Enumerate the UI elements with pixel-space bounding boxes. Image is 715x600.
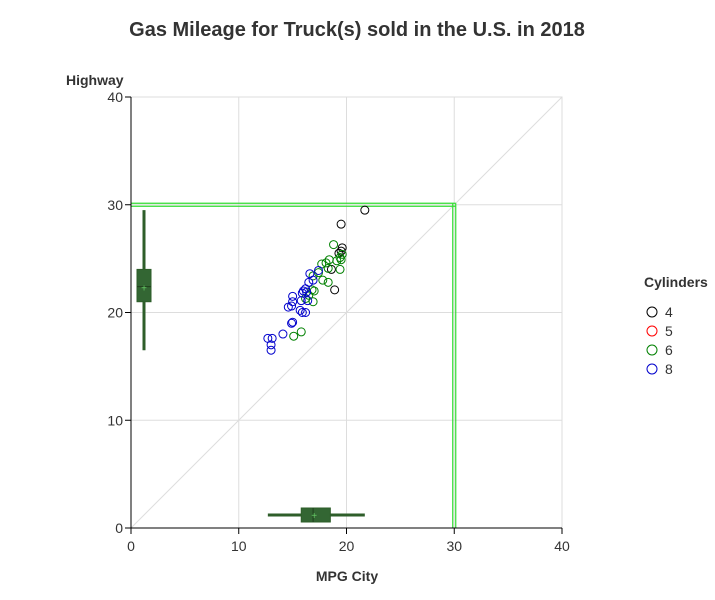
data-point-cyl-6 — [307, 285, 317, 295]
data-point-cyl-8 — [302, 287, 312, 297]
reference-lines — [130, 96, 563, 529]
x-boxplot-box — [300, 507, 331, 523]
legend-title: Cylinders — [644, 274, 708, 290]
legend-label-cyl-4: 4 — [665, 304, 673, 320]
data-point-cyl-8 — [283, 302, 293, 312]
data-point-cyl-6 — [335, 264, 345, 274]
data-point-cyl-4 — [360, 205, 370, 215]
data-point-cyl-6 — [308, 297, 318, 307]
data-point-cyl-6 — [313, 268, 323, 278]
diagonal-reference-line — [130, 96, 563, 529]
data-point-cyl-6 — [323, 263, 333, 273]
x-tick-label: 30 — [446, 538, 462, 554]
data-point-cyl-8 — [266, 345, 276, 355]
data-point-cyl-6 — [329, 240, 339, 250]
data-point-cyl-6 — [336, 255, 346, 265]
data-point-cyl-8 — [287, 318, 297, 328]
data-point-cyl-8 — [288, 291, 298, 301]
data-point-cyl-4 — [336, 219, 346, 229]
y-axis-label: Highway — [66, 72, 124, 88]
data-point-cyl-6 — [323, 277, 333, 287]
x-tick-label: 0 — [127, 538, 135, 554]
data-point-cyl-8 — [288, 317, 298, 327]
legend-marker-cyl-8 — [646, 363, 658, 375]
data-point-cyl-8 — [313, 265, 323, 275]
y-tick-label: 10 — [107, 412, 123, 428]
data-point-cyl-8 — [301, 308, 311, 317]
data-point-cyl-4 — [330, 285, 340, 295]
legend-marker-cyl-4 — [646, 306, 658, 318]
data-point-cyl-8 — [278, 329, 288, 339]
data-point-cyl-6 — [321, 258, 331, 268]
x-tick-label: 20 — [339, 538, 355, 554]
data-point-cyl-6 — [324, 255, 334, 265]
data-point-cyl-8 — [288, 297, 298, 307]
y-boxplot-box — [136, 268, 152, 303]
chart-title: Gas Mileage for Truck(s) sold in the U.S… — [129, 19, 585, 41]
x-boxplot-mean-marker: + — [311, 511, 317, 522]
legend-marker-cyl-6 — [646, 344, 658, 356]
y-tick-label: 40 — [107, 89, 123, 105]
data-point-cyl-8 — [305, 269, 315, 279]
data-point-cyl-8 — [295, 305, 305, 315]
data-points — [263, 205, 370, 355]
data-point-cyl-6 — [335, 253, 345, 263]
marginal-boxplots: ++ — [136, 210, 365, 523]
legend-label-cyl-8: 8 — [665, 361, 673, 377]
data-point-cyl-8 — [296, 296, 306, 306]
data-point-cyl-8 — [266, 340, 276, 350]
legend: Cylinders 4 5 6 8 — [644, 274, 708, 377]
axes: 0 10 20 30 40 0 10 20 30 40 — [107, 89, 570, 554]
legend-label-cyl-5: 5 — [665, 323, 673, 339]
data-point-cyl-6 — [296, 327, 306, 337]
y-tick-label: 0 — [115, 520, 123, 536]
x-tick-label: 40 — [554, 538, 570, 554]
data-point-cyl-8 — [267, 333, 277, 343]
x-axis-label: MPG City — [316, 568, 378, 584]
data-point-cyl-8 — [297, 308, 307, 317]
data-point-cyl-8 — [303, 296, 313, 306]
data-point-cyl-6 — [289, 331, 299, 341]
y-tick-label: 30 — [107, 197, 123, 213]
y-boxplot-mean-marker: + — [141, 284, 147, 295]
data-point-cyl-6 — [318, 275, 328, 285]
data-point-cyl-6 — [332, 256, 342, 266]
legend-label-cyl-6: 6 — [665, 342, 673, 358]
y-tick-label: 20 — [107, 305, 123, 321]
legend-marker-cyl-5 — [646, 325, 658, 337]
x-tick-label: 10 — [231, 538, 247, 554]
